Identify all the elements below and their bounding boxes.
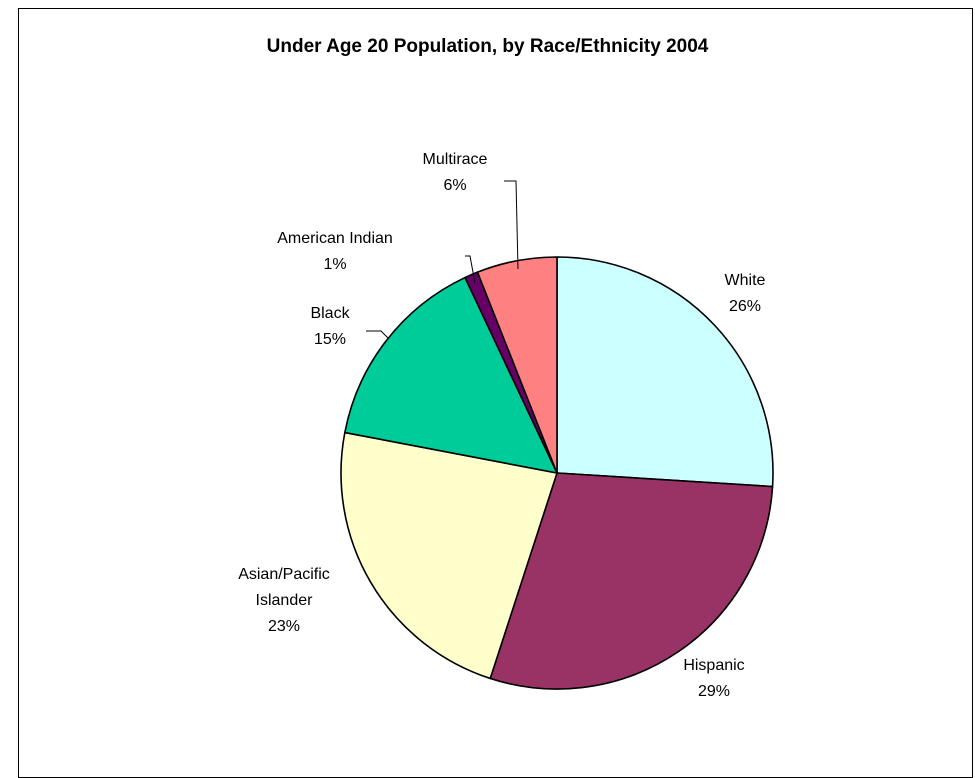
leader-line-black <box>366 330 389 339</box>
leader-line-multirace <box>504 180 519 270</box>
pie-slice-white <box>556 256 774 488</box>
pie-slices <box>340 256 774 690</box>
data-label-category-hispanic: Hispanic <box>683 657 744 674</box>
data-label-category-black: Black <box>310 305 350 322</box>
leader-line-american-indian <box>465 255 476 284</box>
data-label-value-black: 15% <box>314 331 346 348</box>
data-label-category-multirace: Multirace <box>423 151 488 168</box>
leader-lines <box>366 180 519 339</box>
data-label-value-american-indian: 1% <box>323 256 346 273</box>
data-label-category-asian-pacific-islander: Asian/Pacific <box>238 566 330 583</box>
pie-slice-asian-pacific-islander <box>340 431 558 680</box>
data-label-category-asian-pacific-islander: Islander <box>256 592 314 609</box>
pie-slice-black <box>344 276 558 474</box>
data-label-category-white: White <box>725 272 766 289</box>
data-label-value-asian-pacific-islander: 23% <box>268 618 300 635</box>
pie-slice-multirace <box>476 256 558 474</box>
data-label-value-hispanic: 29% <box>698 683 730 700</box>
data-label-value-white: 26% <box>729 298 761 315</box>
chart-title: Under Age 20 Population, by Race/Ethnici… <box>266 36 709 57</box>
pie-slice-hispanic <box>489 472 774 690</box>
data-label-value-multirace: 6% <box>443 177 466 194</box>
data-label-category-american-indian: American Indian <box>277 230 393 247</box>
slice-labels: White 26% Hispanic 29% Asian/Pacific Islander… <box>238 151 765 700</box>
